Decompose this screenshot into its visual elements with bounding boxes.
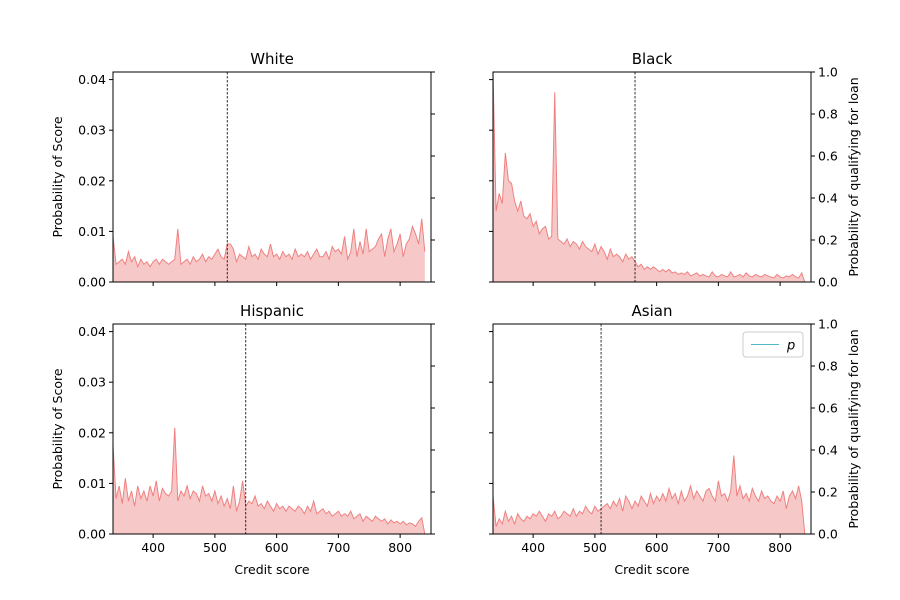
y2-tick-label: 1.0 bbox=[818, 317, 838, 332]
y-axis-label: Probability of Score bbox=[50, 368, 65, 489]
y2-tick-label: 0.6 bbox=[818, 401, 838, 416]
y-tick-label: 0.03 bbox=[78, 123, 106, 138]
series-line bbox=[113, 427, 426, 534]
x-tick-label: 600 bbox=[265, 540, 289, 555]
plot-frame bbox=[492, 71, 812, 283]
x-tick-label: 700 bbox=[326, 540, 350, 555]
y-tick-label: 0.00 bbox=[78, 275, 106, 290]
panel-black: Black 0.0 0.2 0.4 0.6 0.8 1.0 Probability of qu… bbox=[489, 50, 861, 290]
x-tick-label: 400 bbox=[141, 540, 165, 555]
y2-tick-label: 0.0 bbox=[818, 275, 838, 290]
y-tick-label: 0.04 bbox=[78, 72, 106, 87]
x-tick-label: 600 bbox=[645, 540, 669, 555]
y2-axis-label: Probability of qualifying for loan bbox=[846, 329, 861, 528]
y2-tick-label: 1.0 bbox=[818, 65, 838, 80]
legend-label: p bbox=[786, 339, 795, 354]
y-tick-label: 0.00 bbox=[78, 527, 106, 542]
x-axis-label: Credit score bbox=[234, 562, 309, 577]
panel-title: Asian bbox=[632, 302, 673, 320]
y2-tick-label: 0.6 bbox=[818, 149, 838, 164]
series-line bbox=[493, 455, 806, 534]
panel-white: White 0.00 0.01 0.02 0.03 0.04 Probability of … bbox=[50, 50, 435, 290]
x-tick-label: 400 bbox=[521, 540, 545, 555]
legend: p bbox=[742, 331, 804, 358]
series-area bbox=[113, 218, 425, 282]
plot-frame bbox=[112, 323, 432, 535]
panel-title: Black bbox=[632, 50, 673, 68]
panel-asian: Asian 0.0 0.2 0.4 0.6 0.8 1.0 400 500 600 700 800 Pr… bbox=[489, 302, 861, 577]
y-tick-label: 0.03 bbox=[78, 375, 106, 390]
y2-tick-label: 0.2 bbox=[818, 233, 838, 248]
plot-frame bbox=[492, 323, 812, 535]
panel-title: White bbox=[250, 50, 294, 68]
series-line bbox=[113, 218, 426, 269]
panel-title: Hispanic bbox=[240, 302, 304, 320]
x-tick-label: 700 bbox=[706, 540, 730, 555]
y-axis-label: Probability of Score bbox=[50, 116, 65, 237]
x-tick-label: 800 bbox=[388, 540, 412, 555]
y2-tick-label: 0.0 bbox=[818, 527, 838, 542]
y-tick-label: 0.02 bbox=[78, 173, 106, 188]
y-tick-label: 0.01 bbox=[78, 476, 106, 491]
series-line bbox=[493, 72, 806, 282]
y2-tick-label: 0.4 bbox=[818, 443, 838, 458]
x-tick-label: 500 bbox=[583, 540, 607, 555]
series-area bbox=[493, 455, 805, 534]
x-tick-label: 800 bbox=[768, 540, 792, 555]
y2-tick-label: 0.8 bbox=[818, 107, 838, 122]
plot-frame bbox=[112, 71, 432, 283]
y-tick-label: 0.01 bbox=[78, 224, 106, 239]
panel-hispanic: Hispanic 0.00 0.01 0.02 0.03 0.04 400 500 600 700… bbox=[50, 302, 435, 577]
y2-tick-label: 0.4 bbox=[818, 191, 838, 206]
series-area bbox=[113, 427, 425, 534]
y2-tick-label: 0.8 bbox=[818, 359, 838, 374]
y-tick-label: 0.04 bbox=[78, 324, 106, 339]
series-area bbox=[493, 72, 805, 282]
y-tick-label: 0.02 bbox=[78, 425, 106, 440]
x-axis-label: Credit score bbox=[614, 562, 689, 577]
x-tick-label: 500 bbox=[203, 540, 227, 555]
y2-tick-label: 0.2 bbox=[818, 485, 838, 500]
y2-axis-label: Probability of qualifying for loan bbox=[846, 77, 861, 276]
